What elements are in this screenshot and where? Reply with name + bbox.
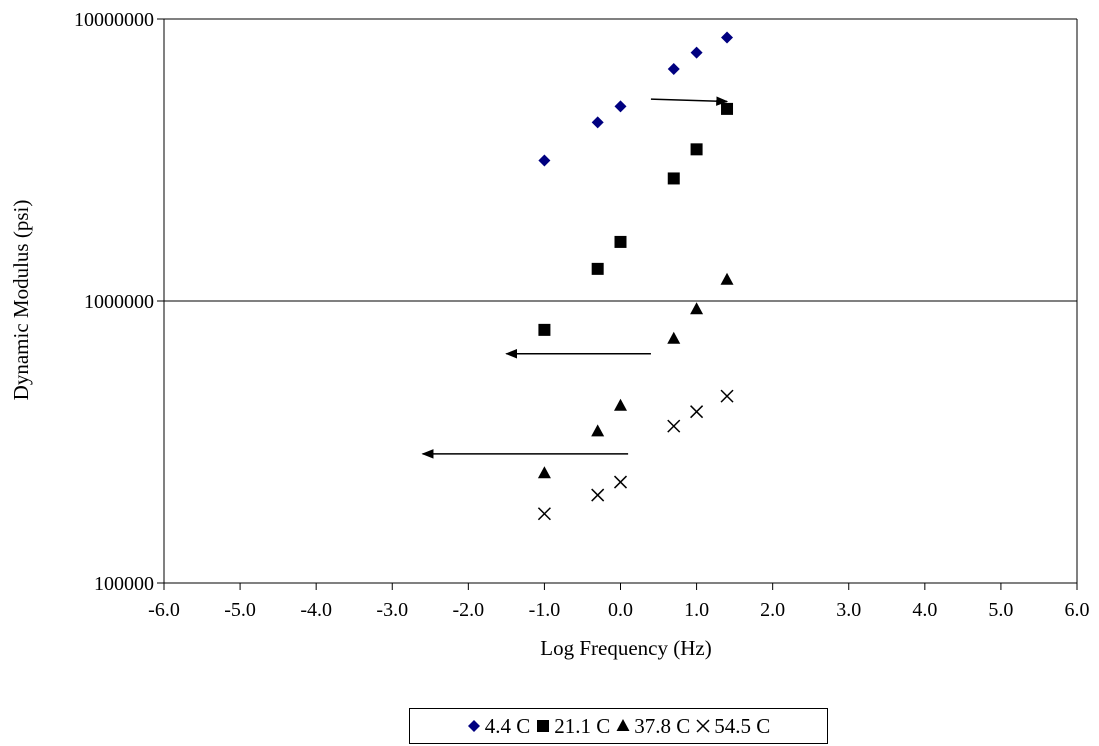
data-point-square	[538, 323, 551, 336]
x-axis-title: Log Frequency (Hz)	[540, 636, 711, 660]
data-point-diamond	[614, 100, 627, 113]
diamond-marker-icon	[467, 720, 480, 732]
x-tick-label: 5.0	[988, 599, 1013, 621]
data-point-square	[690, 143, 703, 156]
legend: 4.4 C 21.1 C 37.8 C 54.5 C	[409, 708, 828, 744]
annotations	[421, 96, 729, 459]
axes	[157, 18, 1078, 590]
data-point-square	[721, 102, 734, 115]
data-point-x	[591, 488, 605, 502]
data-point-square	[614, 235, 627, 248]
x-tick-label: 6.0	[1065, 599, 1090, 621]
data-point-x	[690, 405, 704, 419]
legend-label: 54.5 C	[714, 713, 771, 738]
data-point-diamond	[591, 116, 604, 129]
tick-labels: 100000 1000000 10000000 -6.0 -5.0 -4.0 -3.0 -2.…	[74, 9, 1090, 621]
legend-marker-shape	[467, 720, 480, 732]
legend-label: 21.1 C	[554, 713, 611, 738]
y-tick-label: 100000	[94, 573, 154, 595]
data-point-x	[667, 419, 681, 433]
data-point-diamond	[538, 154, 551, 167]
y-tick-label: 1000000	[84, 291, 154, 313]
x-tick-label: -3.0	[376, 599, 408, 621]
legend-item: 21.1 C	[536, 714, 610, 739]
data-point-triangle	[720, 272, 734, 285]
square-marker-icon	[537, 720, 550, 732]
data-point-x	[537, 507, 551, 521]
x-tick-label: 0.0	[608, 599, 633, 621]
data-point-triangle	[667, 331, 681, 344]
x-tick-label: 2.0	[760, 599, 785, 621]
data-point-triangle	[614, 398, 627, 411]
data-point-diamond	[690, 46, 703, 59]
x-tick-label: 1.0	[684, 599, 709, 621]
x-tick-label: 3.0	[836, 599, 861, 621]
legend-label: 4.4 C	[484, 713, 531, 738]
data-point-triangle	[537, 466, 551, 479]
x-tick-label: -1.0	[529, 599, 561, 621]
data-point-diamond	[667, 62, 680, 75]
legend-marker-shape	[696, 719, 710, 733]
x-tick-label: -2.0	[452, 599, 484, 621]
y-axis-title: Dynamic Modulus (psi)	[9, 200, 33, 401]
triangle-marker-icon	[616, 719, 630, 731]
data-point-x	[613, 475, 628, 489]
data-point-triangle	[591, 424, 605, 437]
data-point-square	[591, 262, 604, 275]
x-tick-label: -6.0	[148, 599, 180, 621]
legend-marker-shape	[537, 720, 550, 732]
x-tick-label: 4.0	[912, 599, 937, 621]
legend-label: 37.8 C	[634, 713, 691, 738]
y-tick-label: 10000000	[74, 9, 154, 31]
chart: 100000 1000000 10000000 -6.0 -5.0 -4.0 -3.0 -2.…	[9, 9, 1090, 660]
annotation-arrow	[650, 96, 729, 106]
data-point-square	[667, 172, 680, 185]
x-tick-label: -5.0	[224, 599, 256, 621]
x-marker-icon	[696, 719, 710, 733]
data-point-x	[720, 389, 734, 403]
legend-item: 54.5 C	[696, 714, 770, 739]
x-tick-label: -4.0	[300, 599, 332, 621]
legend-marker-shape	[616, 719, 630, 731]
data-points	[537, 31, 734, 521]
data-point-diamond	[721, 31, 734, 44]
data-point-triangle	[690, 302, 704, 315]
legend-item: 4.4 C	[467, 713, 531, 739]
legend-item: 37.8 C	[616, 714, 690, 739]
